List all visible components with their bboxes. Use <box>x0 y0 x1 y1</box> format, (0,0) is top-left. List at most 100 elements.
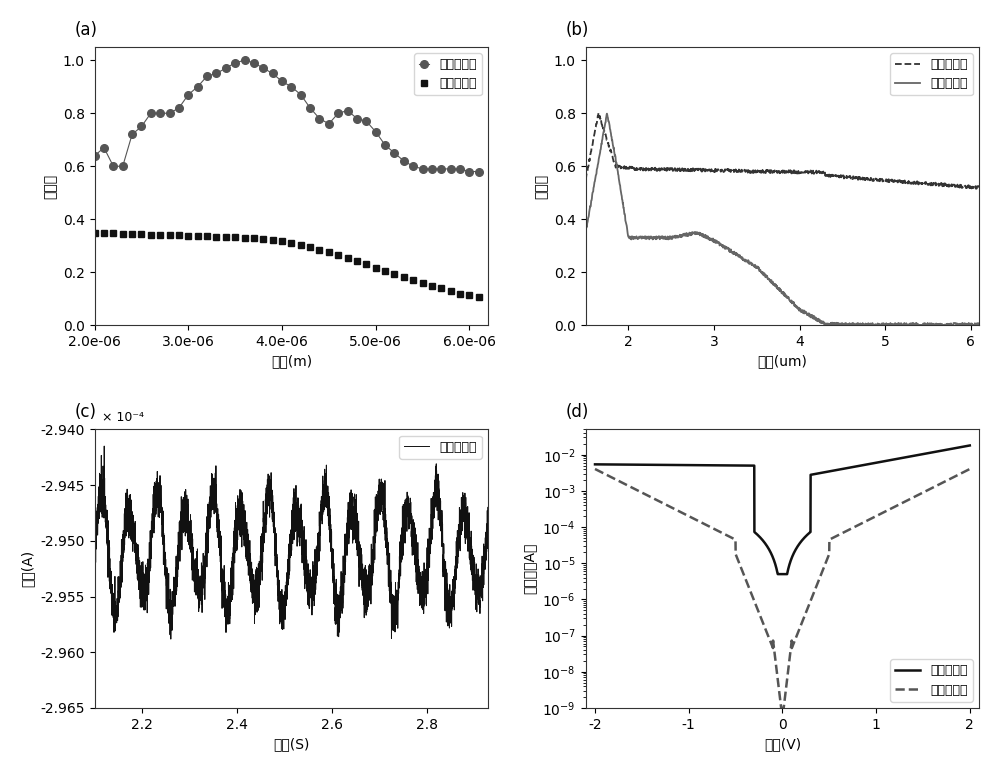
无结构器件 <box>257 234 269 243</box>
无结构器件 <box>454 289 466 298</box>
光电流响应 <box>239 526 251 535</box>
本发明器件 <box>795 168 807 177</box>
本发明器件 <box>267 69 279 78</box>
无结构器件 <box>589 459 601 469</box>
本发明器件 <box>332 109 344 118</box>
无结构器件 <box>370 263 382 273</box>
无结构器件 <box>342 253 354 262</box>
光电流响应 <box>345 506 357 516</box>
本发明器件 <box>173 103 185 113</box>
Line: 本发明器件: 本发明器件 <box>595 469 970 708</box>
无结构器件 <box>295 240 307 249</box>
本发明器件 <box>632 165 644 174</box>
本发明器件 <box>145 109 157 118</box>
光电流响应 <box>160 584 172 593</box>
本发明器件 <box>370 127 382 137</box>
本发明器件 <box>126 130 138 139</box>
无结构器件 <box>210 232 222 241</box>
本发明器件 <box>210 69 222 78</box>
X-axis label: 波长(um): 波长(um) <box>757 354 807 369</box>
Line: 本发明器件: 本发明器件 <box>91 56 483 175</box>
本发明器件 <box>89 151 101 161</box>
本发明器件 <box>580 174 592 183</box>
无结构器件 <box>732 461 744 470</box>
无结构器件 <box>89 228 101 237</box>
无结构器件 <box>580 228 592 237</box>
无结构器件 <box>201 232 213 241</box>
无结构器件 <box>388 269 400 279</box>
无结构器件 <box>145 230 157 239</box>
本发明器件 <box>973 183 985 192</box>
无结构器件 <box>154 230 166 239</box>
本发明器件 <box>117 161 129 171</box>
无结构器件 <box>473 292 485 301</box>
本发明器件 <box>454 164 466 174</box>
本发明器件 <box>713 166 725 175</box>
本发明器件 <box>814 573 826 582</box>
无结构器件 <box>323 248 335 257</box>
本发明器件 <box>220 63 232 73</box>
X-axis label: 时间(S): 时间(S) <box>273 737 310 751</box>
无结构器件 <box>313 245 325 255</box>
本发明器件 <box>897 498 909 507</box>
无结构器件 <box>332 250 344 259</box>
Text: (b): (b) <box>566 21 589 39</box>
无结构器件 <box>248 233 260 242</box>
本发明器件 <box>426 164 438 174</box>
无结构器件 <box>304 242 316 252</box>
光电流响应 <box>325 520 337 529</box>
无结构器件 <box>795 307 807 317</box>
无结构器件 <box>126 229 138 239</box>
本发明器件 <box>285 82 297 91</box>
本发明器件 <box>304 103 316 113</box>
无结构器件 <box>285 239 297 248</box>
无结构器件 <box>220 232 232 242</box>
本发明器件 <box>398 156 410 165</box>
本发明器件 <box>751 166 763 175</box>
本发明器件 <box>295 90 307 100</box>
无结构器件 <box>379 266 391 276</box>
无结构器件 <box>351 256 363 266</box>
无结构器件 <box>407 276 419 285</box>
无结构器件 <box>229 232 241 242</box>
本发明器件 <box>154 109 166 118</box>
无结构器件 <box>646 232 658 242</box>
本发明器件 <box>135 122 147 131</box>
X-axis label: 波长(m): 波长(m) <box>271 354 312 369</box>
本发明器件 <box>248 58 260 67</box>
本发明器件 <box>417 164 429 174</box>
Y-axis label: 光吸收: 光吸收 <box>43 174 57 198</box>
本发明器件 <box>407 161 419 171</box>
无结构器件 <box>398 273 410 282</box>
本发明器件 <box>463 167 475 176</box>
本发明器件 <box>276 76 288 86</box>
无结构器件 <box>869 459 881 468</box>
Y-axis label: 电流(A): 电流(A) <box>21 550 35 587</box>
无结构器件 <box>164 231 176 240</box>
Line: 本发明器件: 本发明器件 <box>586 113 979 188</box>
无结构器件 <box>825 320 837 330</box>
Line: 无结构器件: 无结构器件 <box>586 113 979 325</box>
本发明器件 <box>360 117 372 126</box>
无结构器件 <box>833 465 845 474</box>
无结构器件 <box>601 109 613 118</box>
本发明器件 <box>646 164 658 173</box>
本发明器件 <box>787 168 799 177</box>
光电流响应 <box>89 565 101 574</box>
无结构器件 <box>632 233 644 242</box>
Line: 无结构器件: 无结构器件 <box>595 445 970 574</box>
无结构器件 <box>445 286 457 296</box>
本发明器件 <box>833 530 845 540</box>
本发明器件 <box>732 556 744 565</box>
本发明器件 <box>589 465 601 474</box>
无结构器件 <box>772 570 784 579</box>
Y-axis label: 吸收率: 吸收率 <box>534 174 548 198</box>
光电流响应 <box>482 508 494 517</box>
无结构器件 <box>239 233 251 242</box>
光电流响应 <box>98 442 110 451</box>
无结构器件 <box>426 281 438 290</box>
Line: 无结构器件: 无结构器件 <box>91 229 482 300</box>
无结构器件 <box>897 453 909 462</box>
无结构器件 <box>435 283 447 293</box>
无结构器件 <box>973 319 985 328</box>
